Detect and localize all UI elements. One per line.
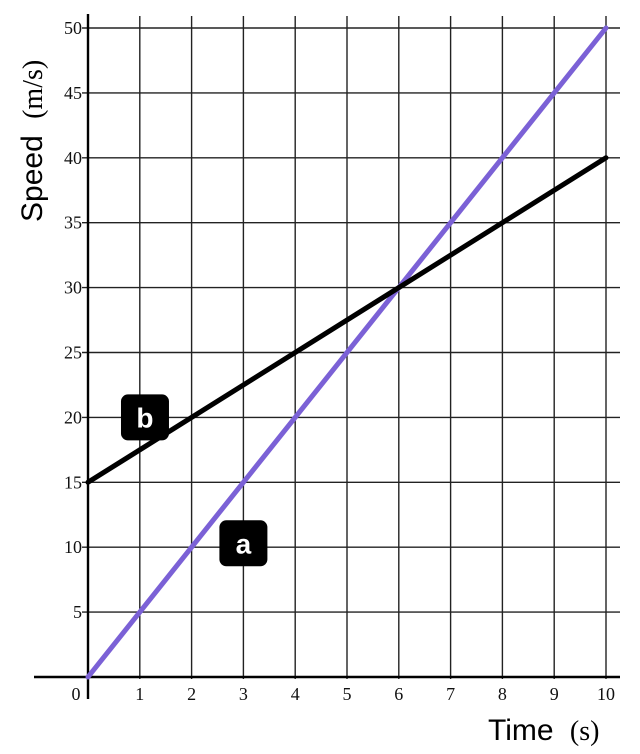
x-tick-label: 9 xyxy=(550,684,559,704)
y-tick-label: 15 xyxy=(64,472,82,492)
y-tick-label: 35 xyxy=(64,213,82,233)
y-tick-label: 25 xyxy=(64,343,82,363)
series-line-a xyxy=(85,25,609,680)
y-tick-label: 5 xyxy=(73,602,82,622)
y-tick-label: 20 xyxy=(64,407,82,427)
y-axis-title: Speed (m/s) xyxy=(16,60,49,222)
series-label-a: a xyxy=(219,520,268,567)
x-tick-label: 3 xyxy=(239,684,248,704)
y-tick-label: 40 xyxy=(64,148,82,168)
x-tick-label: 2 xyxy=(187,684,196,704)
x-tick-label: 10 xyxy=(597,684,615,704)
x-tick-label: 7 xyxy=(446,684,455,704)
series-lines xyxy=(85,25,609,680)
x-axis-title: Time (s) xyxy=(488,714,599,747)
grid xyxy=(82,16,620,679)
x-tick-label: 5 xyxy=(343,684,352,704)
x-tick-label: 0 xyxy=(72,684,81,704)
axes xyxy=(34,14,620,699)
y-tick-label: 30 xyxy=(64,278,82,298)
series-line-b xyxy=(85,155,609,485)
x-tick-label: 8 xyxy=(498,684,507,704)
series-label-b: b xyxy=(120,394,169,441)
series-labels: ab xyxy=(120,394,268,567)
series-label-box xyxy=(120,394,169,441)
y-tick-label: 45 xyxy=(64,83,82,103)
series-label-text: b xyxy=(136,402,153,433)
x-tick-label: 1 xyxy=(135,684,144,704)
y-tick-label: 10 xyxy=(64,537,82,557)
series-label-text: a xyxy=(236,528,252,559)
series-label-box xyxy=(219,520,268,567)
x-tick-label: 6 xyxy=(394,684,403,704)
x-tick-label: 4 xyxy=(291,684,300,704)
y-tick-label: 50 xyxy=(64,18,82,38)
